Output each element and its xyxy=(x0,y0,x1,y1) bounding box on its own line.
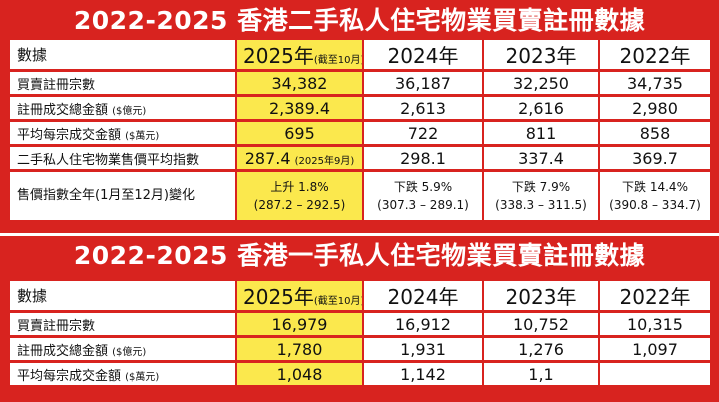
header-2023: 2023年 xyxy=(482,40,598,69)
header-2022: 2022年 xyxy=(598,281,710,310)
value-2025: 2,389.4 xyxy=(235,97,362,119)
table-row: 註冊成交總金額 ($億元) 2,389.4 2,613 2,616 2,980 xyxy=(10,97,710,119)
primary-table: 數據 2025年(截至10月) 2024年 2023年 2022年 買賣註冊宗數… xyxy=(10,278,710,388)
value-2022: 1,097 xyxy=(598,338,710,360)
value-2023: 1,1 xyxy=(482,363,598,385)
value-2025: 34,382 xyxy=(235,72,362,94)
primary-title: 2022-2025 香港一手私人住宅物業買賣註冊數據 xyxy=(73,241,646,270)
primary-market-panel: 2022-2025 香港一手私人住宅物業買賣註冊數據 數據 2025年(截至10… xyxy=(0,236,719,402)
table-row: 平均每宗成交金額 ($萬元) 1,048 1,142 1,1 xyxy=(10,363,710,385)
table-row: 買賣註冊宗數 34,382 36,187 32,250 34,735 xyxy=(10,72,710,94)
secondary-title: 2022-2025 香港二手私人住宅物業買賣註冊數據 xyxy=(73,6,646,35)
table-row-change: 售價指數全年(1月至12月)變化 上升 1.8% (287.2 – 292.5) … xyxy=(10,172,710,220)
value-2023: 811 xyxy=(482,122,598,144)
change-2022: 下跌 14.4% (390.8 – 334.7) xyxy=(598,172,710,220)
change-2025: 上升 1.8% (287.2 – 292.5) xyxy=(235,172,362,220)
table-row: 二手私人住宅物業售價平均指數 287.4 (2025年9月) 298.1 337… xyxy=(10,147,710,169)
row-label: 平均每宗成交金額 ($萬元) xyxy=(10,363,235,385)
value-2024: 1,931 xyxy=(362,338,482,360)
table-header-row: 數據 2025年(截至10月) 2024年 2023年 2022年 xyxy=(10,40,710,69)
header-label: 數據 xyxy=(10,40,235,69)
row-label: 平均每宗成交金額 ($萬元) xyxy=(10,122,235,144)
value-2023: 337.4 xyxy=(482,147,598,169)
value-2023: 10,752 xyxy=(482,313,598,335)
row-label: 註冊成交總金額 ($億元) xyxy=(10,97,235,119)
value-2024: 298.1 xyxy=(362,147,482,169)
header-2022: 2022年 xyxy=(598,40,710,69)
value-2023: 2,616 xyxy=(482,97,598,119)
value-2022 xyxy=(598,363,710,385)
table-row: 平均每宗成交金額 ($萬元) 695 722 811 858 xyxy=(10,122,710,144)
change-2024: 下跌 5.9% (307.3 – 289.1) xyxy=(362,172,482,220)
row-label: 售價指數全年(1月至12月)變化 xyxy=(10,172,235,220)
value-2024: 36,187 xyxy=(362,72,482,94)
value-2025: 287.4 (2025年9月) xyxy=(235,147,362,169)
header-2025: 2025年(截至10月) xyxy=(235,40,362,69)
table-row: 買賣註冊宗數 16,979 16,912 10,752 10,315 xyxy=(10,313,710,335)
value-2025: 1,048 xyxy=(235,363,362,385)
value-2025: 1,780 xyxy=(235,338,362,360)
value-2022: 858 xyxy=(598,122,710,144)
value-2023: 1,276 xyxy=(482,338,598,360)
row-label: 買賣註冊宗數 xyxy=(10,313,235,335)
value-2025: 16,979 xyxy=(235,313,362,335)
table-row: 註冊成交總金額 ($億元) 1,780 1,931 1,276 1,097 xyxy=(10,338,710,360)
row-label: 買賣註冊宗數 xyxy=(10,72,235,94)
header-2023: 2023年 xyxy=(482,281,598,310)
value-2024: 1,142 xyxy=(362,363,482,385)
value-2024: 16,912 xyxy=(362,313,482,335)
header-2024: 2024年 xyxy=(362,281,482,310)
value-2023: 32,250 xyxy=(482,72,598,94)
change-2023: 下跌 7.9% (338.3 – 311.5) xyxy=(482,172,598,220)
header-2025: 2025年(截至10月) xyxy=(235,281,362,310)
panel-divider xyxy=(0,233,719,236)
value-2022: 10,315 xyxy=(598,313,710,335)
value-2022: 2,980 xyxy=(598,97,710,119)
value-2024: 2,613 xyxy=(362,97,482,119)
value-2024: 722 xyxy=(362,122,482,144)
secondary-market-panel: 2022-2025 香港二手私人住宅物業買賣註冊數據 數據 2025年(截至10… xyxy=(10,6,710,223)
row-label: 二手私人住宅物業售價平均指數 xyxy=(10,147,235,169)
secondary-table: 數據 2025年(截至10月) 2024年 2023年 2022年 買賣註冊宗數… xyxy=(10,37,710,223)
header-2024: 2024年 xyxy=(362,40,482,69)
table-header-row: 數據 2025年(截至10月) 2024年 2023年 2022年 xyxy=(10,281,710,310)
header-label: 數據 xyxy=(10,281,235,310)
row-label: 註冊成交總金額 ($億元) xyxy=(10,338,235,360)
value-2022: 369.7 xyxy=(598,147,710,169)
value-2022: 34,735 xyxy=(598,72,710,94)
value-2025: 695 xyxy=(235,122,362,144)
